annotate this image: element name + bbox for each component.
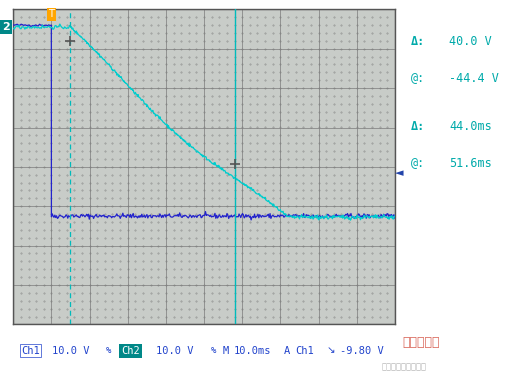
Text: A: A: [284, 346, 290, 355]
Text: Ch1: Ch1: [21, 346, 40, 355]
Text: 40.0 V: 40.0 V: [449, 34, 492, 48]
Text: 10.0 V: 10.0 V: [156, 346, 194, 355]
Text: 星海拓培训: 星海拓培训: [403, 336, 440, 349]
Text: T: T: [48, 9, 55, 20]
Text: ◄: ◄: [395, 168, 403, 178]
Text: 10.0 V: 10.0 V: [52, 346, 90, 355]
Text: -44.4 V: -44.4 V: [449, 72, 499, 86]
Text: ↘: ↘: [326, 346, 335, 355]
Text: @:: @:: [411, 158, 425, 170]
Text: Ch1: Ch1: [296, 346, 314, 355]
Text: Δ:: Δ:: [411, 34, 425, 48]
Text: 51.6ms: 51.6ms: [449, 158, 492, 170]
Text: Δ:: Δ:: [411, 120, 425, 133]
Text: -9.80 V: -9.80 V: [340, 346, 384, 355]
Text: 44.0ms: 44.0ms: [449, 120, 492, 133]
Text: 射频和天线设计专家: 射频和天线设计专家: [382, 362, 427, 371]
Text: 2: 2: [2, 22, 10, 32]
Text: %: %: [106, 346, 111, 355]
Text: M: M: [222, 346, 228, 355]
Text: %: %: [210, 346, 216, 355]
Text: Ch2: Ch2: [121, 346, 140, 355]
Text: @:: @:: [411, 72, 425, 86]
Text: 10.0ms: 10.0ms: [234, 346, 271, 355]
